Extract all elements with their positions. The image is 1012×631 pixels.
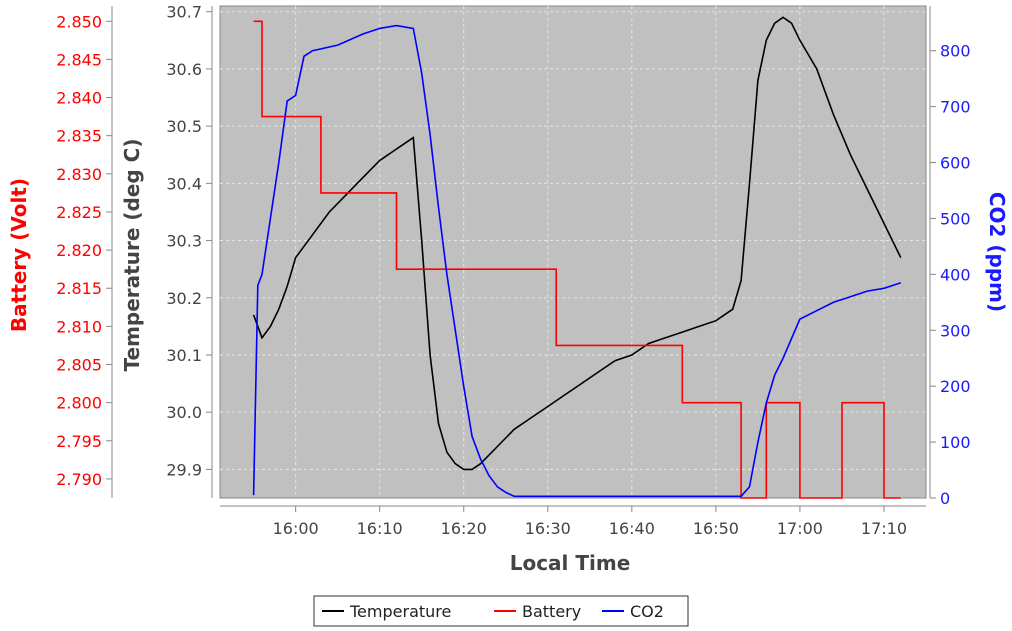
co2-tick-label: 800 xyxy=(940,42,971,61)
co2-tick-label: 700 xyxy=(940,98,971,117)
co2-tick-label: 200 xyxy=(940,377,971,396)
battery-tick-label: 2.805 xyxy=(56,356,102,375)
x-tick-label: 16:20 xyxy=(441,519,487,538)
series-layer xyxy=(252,16,902,499)
x-tick-label: 16:00 xyxy=(273,519,319,538)
series-line-temperature xyxy=(252,16,902,471)
co2-tick-label: 300 xyxy=(940,321,971,340)
legend: Temperature Battery CO2 xyxy=(313,595,689,627)
x-tick-label: 16:10 xyxy=(357,519,403,538)
co2-tick-label: 100 xyxy=(940,433,971,452)
battery-tick-label: 2.795 xyxy=(56,432,102,451)
battery-tick-label: 2.840 xyxy=(56,89,102,108)
legend-label-battery: Battery xyxy=(522,602,581,621)
battery-tick-label: 2.800 xyxy=(56,394,102,413)
temperature-tick-label: 30.4 xyxy=(166,174,202,193)
x-tick-label: 16:50 xyxy=(693,519,739,538)
battery-tick-label: 2.830 xyxy=(56,165,102,184)
x-tick-label: 17:00 xyxy=(777,519,823,538)
temperature-tick-label: 30.6 xyxy=(166,60,202,79)
x-axis-title: Local Time xyxy=(510,551,631,575)
battery-axis-title: Battery (Volt) xyxy=(7,178,31,332)
legend-label-temperature: Temperature xyxy=(349,602,451,621)
temperature-tick-label: 30.5 xyxy=(166,117,202,136)
battery-tick-label: 2.845 xyxy=(56,50,102,69)
battery-tick-label: 2.815 xyxy=(56,279,102,298)
co2-tick-label: 400 xyxy=(940,265,971,284)
x-tick-label: 17:10 xyxy=(861,519,907,538)
temperature-tick-label: 30.0 xyxy=(166,403,202,422)
grid xyxy=(220,6,926,498)
temperature-tick-label: 30.1 xyxy=(166,346,202,365)
temperature-tick-label: 30.2 xyxy=(166,289,202,308)
series-line-co2 xyxy=(252,24,902,498)
co2-tick-label: 600 xyxy=(940,154,971,173)
temperature-tick-label: 30.3 xyxy=(166,232,202,251)
temperature-tick-label: 30.7 xyxy=(166,3,202,22)
battery-tick-label: 2.810 xyxy=(56,317,102,336)
co2-tick-label: 500 xyxy=(940,209,971,228)
x-tick-label: 16:30 xyxy=(525,519,571,538)
temperature-axis-title: Temperature (deg C) xyxy=(120,139,144,372)
series-line-battery xyxy=(253,20,901,499)
axes: 16:00 16:10 16:20 16:30 16:40 16:50 17:00 17:10… xyxy=(56,3,970,538)
temperature-tick-label: 29.9 xyxy=(166,460,202,479)
co2-axis-title: CO2 (ppm) xyxy=(985,192,1009,312)
x-tick-label: 16:40 xyxy=(609,519,655,538)
battery-tick-label: 2.850 xyxy=(56,12,102,31)
co2-tick-label: 0 xyxy=(940,489,950,508)
battery-tick-label: 2.820 xyxy=(56,241,102,260)
battery-tick-label: 2.790 xyxy=(56,470,102,489)
battery-tick-label: 2.835 xyxy=(56,127,102,146)
battery-tick-label: 2.825 xyxy=(56,203,102,222)
plot-area xyxy=(219,5,927,499)
legend-label-co2: CO2 xyxy=(630,602,664,621)
